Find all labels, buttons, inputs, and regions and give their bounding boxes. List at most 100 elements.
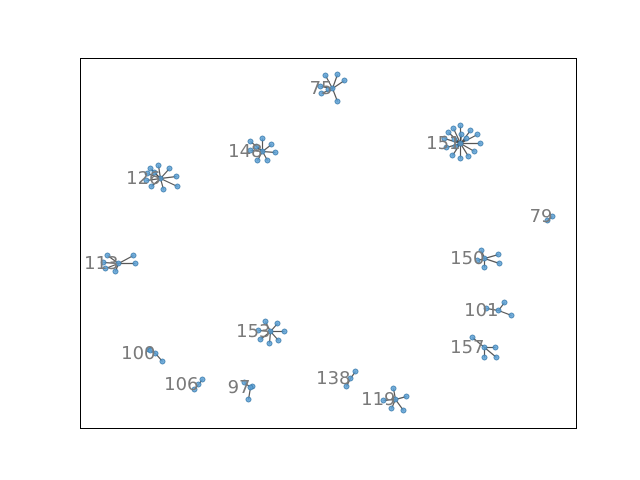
node-113-2 <box>132 260 139 267</box>
node-151-11 <box>441 135 448 142</box>
hub-node-75 <box>329 85 336 92</box>
node-151-14 <box>458 131 465 138</box>
node-97-2 <box>245 396 252 403</box>
hub-node-106 <box>195 381 202 388</box>
node-151-3 <box>467 127 474 134</box>
node-148-0 <box>247 138 254 145</box>
node-119-0 <box>390 385 397 392</box>
cluster-label-113: 113 <box>84 253 118 274</box>
hub-node-79 <box>549 213 556 220</box>
node-101-2 <box>483 305 490 312</box>
node-148-1 <box>259 135 266 142</box>
cluster-label-97: 97 <box>228 377 251 398</box>
node-148-2 <box>268 141 275 148</box>
node-119-4 <box>380 397 387 404</box>
node-126-8 <box>144 170 151 177</box>
node-148-4 <box>264 157 271 164</box>
node-138-1 <box>343 383 350 390</box>
node-150-1 <box>495 251 502 258</box>
node-151-2 <box>457 122 464 129</box>
hub-node-153 <box>267 328 274 335</box>
hub-node-157 <box>481 344 488 351</box>
node-126-1 <box>155 162 162 169</box>
node-151-13 <box>451 136 458 143</box>
node-75-1 <box>322 72 329 79</box>
node-151-15 <box>452 143 459 150</box>
node-126-4 <box>174 183 181 190</box>
node-151-1 <box>450 125 457 132</box>
cluster-label-119: 119 <box>361 389 395 410</box>
cluster-label-101: 101 <box>464 300 498 321</box>
node-138-0 <box>352 368 359 375</box>
node-151-9 <box>449 152 456 159</box>
cluster-label-138: 138 <box>316 368 350 389</box>
node-151-10 <box>443 144 450 151</box>
node-75-2 <box>334 71 341 78</box>
node-113-3 <box>112 268 119 275</box>
node-150-3 <box>481 264 488 271</box>
node-75-5 <box>318 90 325 97</box>
node-148-7 <box>253 143 260 150</box>
node-100-2 <box>147 347 154 354</box>
node-157-2 <box>493 354 500 361</box>
node-101-1 <box>508 312 515 319</box>
node-153-4 <box>266 340 273 347</box>
labels-layer: 75 148 151 126 79 113 150 101 153 157 100 106 97 138 1… <box>84 78 552 410</box>
node-153-1 <box>274 320 281 327</box>
cluster-label-79: 79 <box>530 206 553 227</box>
node-151-8 <box>457 155 464 162</box>
hub-node-126 <box>157 175 164 182</box>
node-153-0 <box>262 318 269 325</box>
node-75-3 <box>341 77 348 84</box>
plot-frame <box>80 58 577 429</box>
cluster-label-153: 153 <box>236 321 270 342</box>
node-106-1 <box>191 386 198 393</box>
cluster-label-106: 106 <box>164 374 198 395</box>
cluster-label-126: 126 <box>126 168 160 189</box>
node-157-1 <box>492 344 499 351</box>
node-153-3 <box>275 337 282 344</box>
node-151-4 <box>474 131 481 138</box>
cluster-label-148: 148 <box>228 141 262 162</box>
cluster-label-100: 100 <box>121 343 155 364</box>
hub-node-113 <box>115 260 122 267</box>
node-150-0 <box>478 247 485 254</box>
node-126-5 <box>160 186 167 193</box>
hub-node-151 <box>457 140 464 147</box>
node-113-1 <box>130 252 137 259</box>
node-97-0 <box>241 379 248 386</box>
node-126-3 <box>173 173 180 180</box>
node-113-4 <box>102 265 109 272</box>
cluster-label-151: 151 <box>426 133 460 154</box>
node-126-9 <box>151 169 158 176</box>
nodes-layer <box>100 71 556 414</box>
hub-node-150 <box>481 255 488 262</box>
node-119-2 <box>400 407 407 414</box>
node-157-0 <box>469 334 476 341</box>
node-150-2 <box>496 260 503 267</box>
node-100-1 <box>159 358 166 365</box>
cluster-label-150: 150 <box>450 248 484 269</box>
node-151-6 <box>471 148 478 155</box>
node-151-0 <box>445 129 452 136</box>
node-119-1 <box>403 393 410 400</box>
hub-node-119 <box>392 396 399 403</box>
node-126-6 <box>148 183 155 190</box>
node-157-3 <box>481 354 488 361</box>
node-153-2 <box>281 328 288 335</box>
node-151-5 <box>477 140 484 147</box>
node-113-5 <box>100 259 107 266</box>
hub-node-138 <box>347 375 354 382</box>
node-113-0 <box>104 252 111 259</box>
node-101-0 <box>501 299 508 306</box>
cluster-label-157: 157 <box>450 337 484 358</box>
node-119-3 <box>388 405 395 412</box>
node-126-2 <box>166 165 173 172</box>
edge-126-4 <box>160 177 178 188</box>
node-75-4 <box>334 98 341 105</box>
node-151-12 <box>463 135 470 142</box>
node-148-3 <box>272 149 279 156</box>
cluster-label-75: 75 <box>310 78 333 99</box>
node-148-6 <box>247 147 254 154</box>
